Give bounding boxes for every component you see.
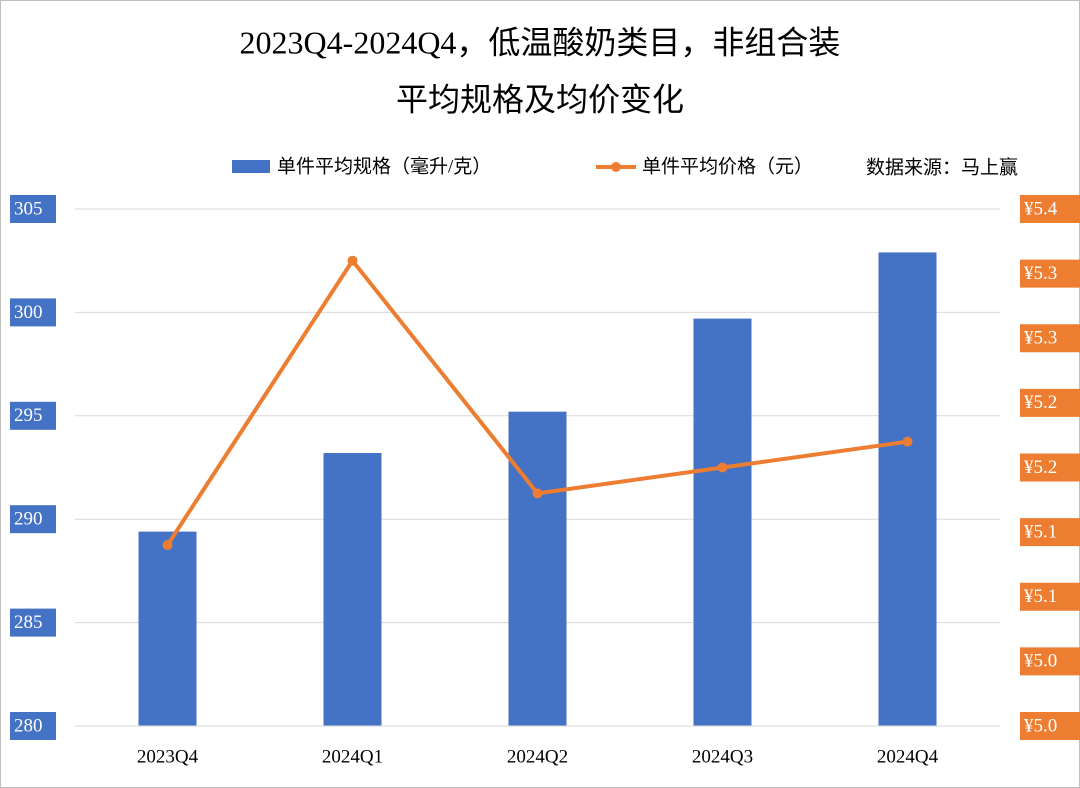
y-tick-box [10, 195, 56, 223]
y2-tick-label: ¥5.0 [1024, 651, 1057, 672]
legend-swatch [611, 162, 621, 172]
line-marker [347, 255, 358, 266]
legend-label: 单件平均规格（毫升/克） [277, 155, 491, 177]
y2-tick-label: ¥5.2 [1024, 457, 1057, 478]
line-marker [717, 462, 728, 473]
y-tick-box [10, 298, 56, 327]
y2-tick-box [1020, 388, 1080, 417]
source-note: 数据来源：马上赢 [866, 156, 1018, 178]
x-tick-label: 2024Q2 [507, 746, 568, 767]
line-marker [532, 488, 543, 499]
y2-tick-label: ¥5.3 [1024, 328, 1057, 349]
x-tick-label: 2023Q4 [137, 746, 199, 767]
line-marker [162, 540, 173, 551]
y2-tick-label: ¥5.3 [1024, 263, 1057, 284]
legend-swatch [232, 160, 270, 173]
y-tick-box [10, 401, 56, 430]
y-tick-label: 300 [14, 302, 43, 323]
bar [138, 531, 197, 726]
x-tick-label: 2024Q3 [692, 746, 753, 767]
y2-tick-box [1020, 453, 1080, 482]
bar [323, 453, 382, 726]
y-tick-label: 280 [14, 715, 43, 736]
y2-tick-label: ¥5.4 [1024, 198, 1058, 219]
y-tick-label: 290 [14, 509, 43, 530]
y2-tick-box [1020, 259, 1080, 288]
y2-tick-box [1020, 647, 1080, 676]
legend-label: 单件平均价格（元） [642, 155, 813, 177]
y2-tick-box [1020, 324, 1080, 353]
y-tick-label: 285 [14, 612, 43, 633]
y2-tick-label: ¥5.1 [1024, 521, 1057, 542]
y2-tick-box [1020, 712, 1080, 740]
y-tick-box [10, 608, 56, 637]
y2-tick-label: ¥5.1 [1024, 586, 1057, 607]
y2-tick-box [1020, 518, 1080, 547]
y2-tick-label: ¥5.0 [1024, 715, 1057, 736]
y-tick-label: 295 [14, 405, 43, 426]
y-tick-box [10, 505, 56, 534]
chart-title: 2023Q4-2024Q4，低温酸奶类目，非组合装 [240, 24, 841, 60]
y2-tick-box [1020, 582, 1080, 611]
bar [878, 252, 937, 727]
chart-title: 平均规格及均价变化 [396, 81, 684, 117]
bar [508, 411, 567, 726]
x-tick-label: 2024Q1 [322, 746, 383, 767]
y2-tick-label: ¥5.2 [1024, 392, 1057, 413]
y-tick-box [10, 712, 56, 740]
bar [693, 318, 752, 726]
line-marker [902, 436, 913, 447]
y2-tick-box [1020, 195, 1080, 223]
y-tick-label: 305 [14, 198, 43, 219]
x-tick-label: 2024Q4 [877, 746, 939, 767]
